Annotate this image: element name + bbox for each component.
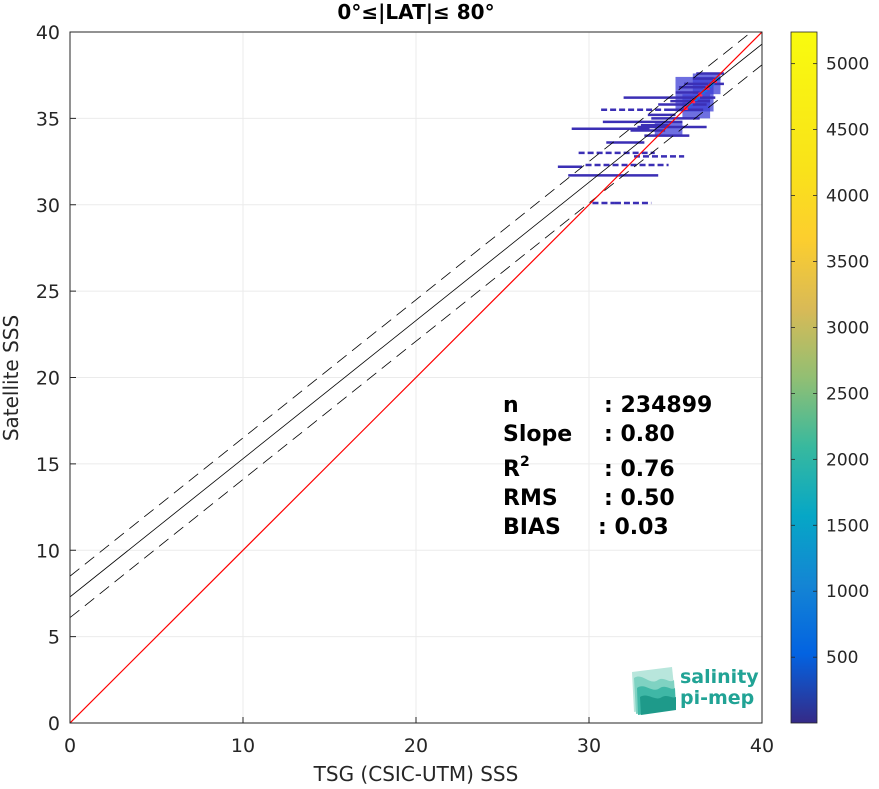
density-core-point	[698, 92, 703, 97]
stats-box: n : 234899 Slope : 0.80 R2 : 0.76 RMS : …	[503, 393, 712, 540]
stat-n-value: : 234899	[604, 393, 712, 418]
stat-rms-label: RMS	[503, 486, 558, 511]
y-tick-label: 40	[36, 22, 60, 44]
fit-upper-dashed-line	[70, 32, 752, 577]
colorbar	[790, 31, 818, 724]
salinity-pimep-logo: salinity pi-mep	[632, 666, 759, 715]
y-tick-label: 0	[48, 713, 60, 735]
stat-bias-label: BIAS	[503, 515, 561, 540]
density-core-point	[712, 79, 717, 84]
colorbar-tick-label: 1000	[826, 582, 869, 602]
colorbar-tick-label: 2000	[826, 450, 869, 470]
logo-text-salinity: salinity	[680, 666, 759, 688]
stat-slope-value: : 0.80	[604, 422, 675, 447]
logo-text-pimep: pi-mep	[680, 687, 754, 709]
y-tick-label: 15	[36, 454, 60, 476]
stat-slope-label: Slope	[503, 422, 572, 447]
colorbar-tick-label: 500	[826, 648, 858, 668]
density-core-point	[700, 90, 705, 95]
density-core-point	[695, 94, 700, 99]
stat-r2-label: R2	[503, 454, 530, 482]
colorbar-tick-label: 2500	[826, 384, 869, 404]
stat-r2-value: : 0.76	[604, 457, 675, 482]
stat-r2-superscript: 2	[520, 454, 530, 470]
x-tick-label: 10	[231, 735, 255, 757]
y-tick-label: 35	[36, 108, 60, 130]
fit-line	[70, 43, 762, 598]
colorbar-ticks: 500 1000 1500 2000 2500 3000 3500 4000 4500 5000	[791, 55, 869, 668]
y-tick-label: 30	[36, 195, 60, 217]
density-core-point	[703, 88, 708, 93]
colorbar-tick-label: 3500	[826, 252, 869, 272]
y-tick-label: 10	[36, 540, 60, 562]
data-marks	[557, 72, 724, 205]
fit-lower-dashed-line	[70, 64, 762, 618]
stat-rms-value: : 0.50	[604, 486, 675, 511]
density-core-point	[715, 76, 720, 81]
stat-bias-value: : 0.03	[598, 515, 669, 540]
x-ticks: 0 10 20 30 40	[64, 717, 774, 757]
wave-logo-icon	[632, 667, 676, 715]
x-tick-label: 40	[750, 735, 774, 757]
identity-line	[70, 32, 762, 723]
colorbar-tick-label: 3000	[826, 318, 869, 338]
y-tick-label: 5	[48, 627, 60, 649]
x-tick-label: 0	[64, 735, 76, 757]
y-axis-label: Satellite SSS	[0, 315, 23, 441]
x-tick-label: 30	[577, 735, 601, 757]
colorbar-tick-label: 4500	[826, 121, 869, 141]
colorbar-tick-label: 4000	[826, 187, 869, 207]
colorbar-tick-label: 1500	[826, 516, 869, 536]
colorbar-tick-label: 5000	[826, 55, 869, 75]
y-tick-label: 20	[36, 368, 60, 390]
y-ticks: 0 5 10 15 20 25 30 35 40	[36, 22, 76, 735]
chart-title: 0°≤|LAT|≤ 80°	[337, 0, 494, 24]
stat-n-label: n	[503, 393, 519, 418]
density-cluster	[654, 121, 683, 136]
x-tick-label: 20	[404, 735, 428, 757]
y-tick-label: 25	[36, 281, 60, 303]
regression-lines	[70, 32, 762, 723]
x-axis-label: TSG (CSIC-UTM) SSS	[313, 762, 519, 786]
